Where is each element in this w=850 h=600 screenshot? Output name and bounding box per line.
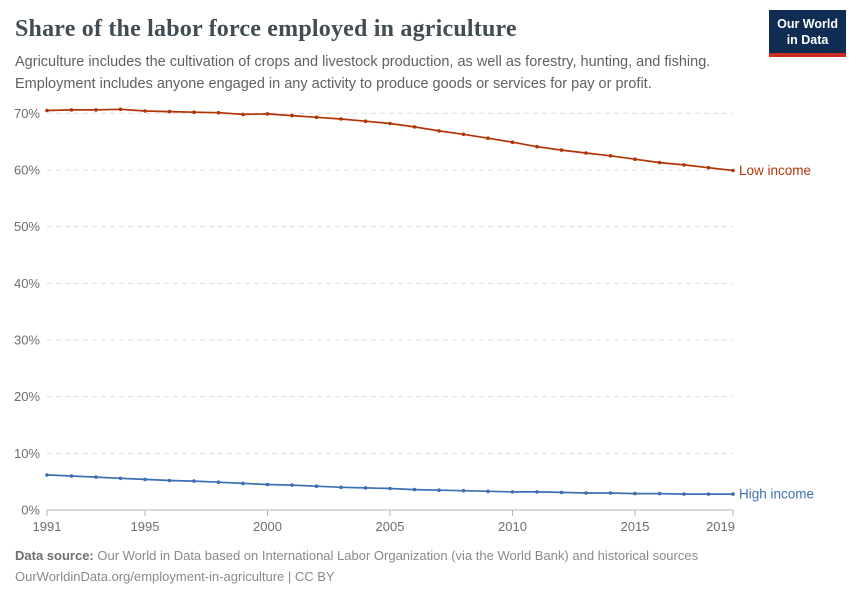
data-point	[118, 107, 123, 112]
chart-subtitle: Agriculture includes the cultivation of …	[15, 52, 775, 96]
data-point	[412, 125, 417, 129]
owid-logo: Our World in Data	[769, 10, 846, 57]
y-tick-label: 40%	[14, 276, 40, 291]
data-point	[339, 117, 343, 121]
y-tick-label: 60%	[14, 162, 40, 177]
data-point	[633, 157, 637, 161]
data-point	[69, 108, 74, 112]
data-point	[584, 151, 588, 155]
data-point	[461, 132, 466, 137]
data-point	[216, 480, 221, 485]
data-point	[731, 492, 735, 496]
series-label-high-income: High income	[739, 487, 814, 502]
data-point	[657, 491, 662, 496]
series-label-low-income: Low income	[739, 163, 811, 178]
data-point	[290, 113, 294, 118]
data-point	[510, 490, 515, 494]
series-points-high-income	[45, 473, 735, 496]
data-point	[167, 478, 172, 483]
data-point	[535, 490, 539, 494]
data-point	[241, 481, 245, 486]
data-point	[118, 476, 123, 481]
series-line-low-income	[46, 108, 734, 172]
data-point	[69, 474, 74, 478]
data-point	[535, 144, 539, 149]
y-tick-label: 70%	[14, 106, 40, 121]
url-license-line: OurWorldinData.org/employment-in-agricul…	[15, 569, 335, 585]
data-point	[682, 163, 686, 167]
data-point	[731, 168, 735, 173]
y-grid: 0% 10% 20% 30% 40% 50% 60% 70%	[14, 106, 733, 518]
x-tick-label: 1995	[131, 519, 160, 534]
data-point	[241, 112, 245, 117]
data-point	[510, 140, 515, 144]
data-point	[486, 489, 490, 494]
y-tick-label: 20%	[14, 389, 40, 404]
data-point	[388, 486, 392, 491]
data-point	[339, 485, 343, 490]
x-tick-label: 2010	[498, 519, 527, 534]
data-point	[461, 488, 466, 493]
chart-footer: Data source: Our World in Data based on …	[15, 545, 698, 588]
data-point	[706, 492, 711, 496]
data-point	[633, 491, 637, 496]
data-point	[94, 108, 98, 112]
data-point	[265, 482, 270, 487]
data-point	[265, 112, 270, 116]
chart-header: Share of the labor force employed in agr…	[0, 0, 850, 96]
subtitle-line-2: Employment includes anyone engaged in an…	[15, 75, 652, 92]
y-tick-label: 50%	[14, 219, 40, 234]
series-line-high-income	[46, 474, 733, 495]
data-point	[657, 160, 662, 165]
series-points-low-income	[45, 107, 735, 173]
data-point	[412, 487, 417, 492]
page-title: Share of the labor force employed in agr…	[15, 16, 517, 42]
data-point	[314, 484, 319, 489]
data-point	[559, 490, 564, 495]
data-point	[363, 119, 368, 123]
data-point	[437, 129, 441, 133]
data-point	[290, 483, 294, 487]
data-point	[608, 154, 613, 158]
data-point	[192, 110, 196, 114]
data-point	[437, 488, 441, 493]
data-point	[167, 109, 172, 114]
y-tick-label: 0%	[21, 503, 40, 518]
data-source-line: Data source: Our World in Data based on …	[15, 545, 698, 566]
data-point	[682, 492, 686, 496]
data-point	[363, 486, 368, 490]
logo-line-1: Our World	[777, 17, 838, 31]
data-point	[559, 148, 564, 152]
data-source-text: Our World in Data based on International…	[93, 548, 699, 563]
subtitle-line-1: Agriculture includes the cultivation of …	[15, 54, 711, 70]
data-point	[216, 110, 221, 115]
data-point	[94, 475, 98, 479]
x-tick-label: 2005	[376, 519, 405, 534]
x-tick-label: 2015	[621, 519, 650, 534]
data-point	[314, 115, 319, 120]
y-tick-label: 30%	[14, 332, 40, 347]
data-point	[143, 109, 147, 113]
data-point	[192, 479, 196, 483]
x-tick-label: 2019	[706, 519, 735, 534]
data-point	[584, 491, 588, 495]
data-source-label: Data source:	[15, 548, 94, 563]
data-point	[143, 477, 147, 482]
data-point	[608, 491, 613, 495]
data-point	[45, 473, 49, 477]
logo-line-2: in Data	[786, 33, 829, 48]
x-axis: 1991 1995 2000 2005 2010 2015 2019	[33, 510, 735, 534]
y-tick-label: 10%	[14, 446, 40, 461]
data-point	[706, 165, 711, 170]
data-point	[486, 136, 490, 140]
data-point	[45, 108, 49, 113]
line-chart: 0% 10% 20% 30% 40% 50% 60% 70% 1991 1995 2000 2005 2…	[14, 106, 814, 534]
data-point	[388, 121, 392, 126]
chart-area: 0% 10% 20% 30% 40% 50% 60% 70% 1991 1995 2000 2005 2…	[0, 100, 850, 550]
x-tick-label: 2000	[253, 519, 282, 534]
x-tick-label: 1991	[33, 519, 62, 534]
